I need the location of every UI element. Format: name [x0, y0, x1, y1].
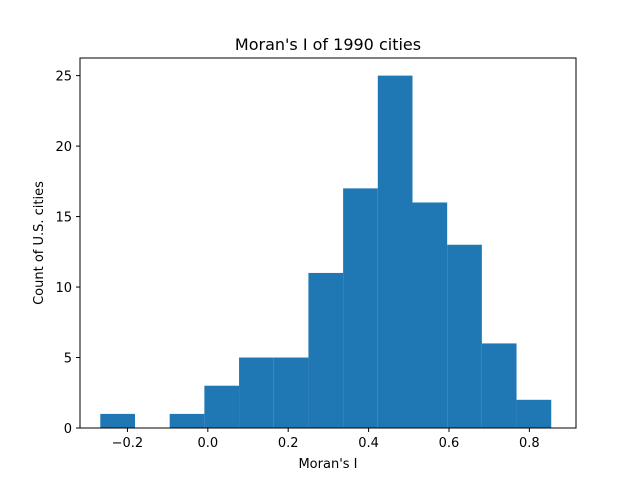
histogram-bar-8 — [377, 75, 413, 428]
y-tick-label: 0 — [64, 422, 72, 437]
y-tick-label: 20 — [55, 140, 72, 155]
histogram-bar-12 — [516, 399, 552, 428]
histogram-bar-0 — [100, 413, 135, 428]
histogram-bar-7 — [343, 188, 378, 428]
y-axis-ticks: 0 5 10 15 20 25 — [55, 70, 80, 437]
y-tick-label: 25 — [55, 70, 72, 85]
x-tick-label: 0.4 — [358, 436, 379, 451]
y-tick-label: 15 — [55, 211, 72, 226]
x-axis-ticks: −0.2 0.0 0.2 0.4 0.6 0.8 — [112, 428, 540, 451]
histogram-bar-4 — [239, 357, 274, 428]
x-tick-label: 0.2 — [278, 436, 299, 451]
bars-layer — [100, 75, 552, 428]
histogram-bar-10 — [447, 244, 482, 428]
x-tick-label: −0.2 — [112, 436, 144, 451]
histogram-bar-2 — [169, 413, 205, 428]
histogram-bar-9 — [412, 202, 448, 428]
x-tick-label: 0.0 — [197, 436, 218, 451]
histogram-bar-11 — [481, 343, 517, 428]
y-axis-label: Count of U.S. cities — [32, 181, 47, 305]
y-tick-label: 10 — [55, 281, 72, 296]
x-tick-label: 0.6 — [439, 436, 460, 451]
x-tick-label: 0.8 — [519, 436, 540, 451]
histogram-bar-3 — [204, 385, 240, 428]
histogram-bar-6 — [308, 272, 344, 428]
y-tick-label: 5 — [64, 352, 72, 367]
plot-area-frame — [79, 57, 577, 429]
x-axis-label: Moran's I — [298, 457, 357, 472]
histogram-bar-5 — [273, 357, 309, 428]
chart-title: Moran's I of 1990 cities — [235, 35, 421, 54]
